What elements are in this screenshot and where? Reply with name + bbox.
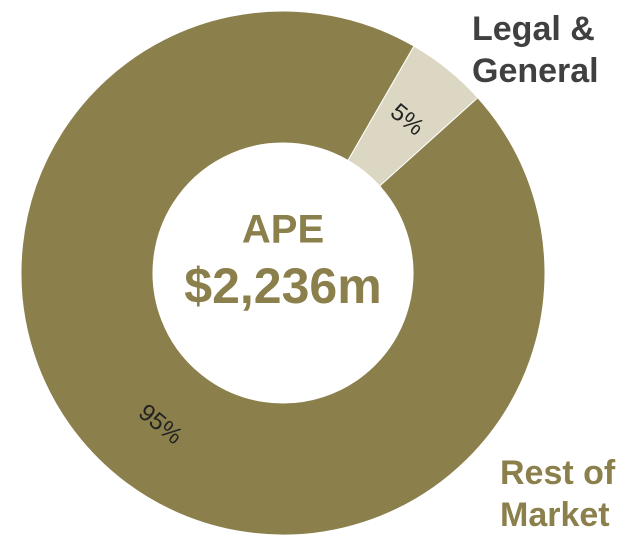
slice <box>347 45 479 187</box>
center-value: $2,236m <box>184 258 381 314</box>
category-label: Rest of Market <box>500 454 616 534</box>
category-label: Legal & General <box>472 10 599 90</box>
center-label: APE <box>242 208 324 252</box>
slice <box>20 10 546 536</box>
